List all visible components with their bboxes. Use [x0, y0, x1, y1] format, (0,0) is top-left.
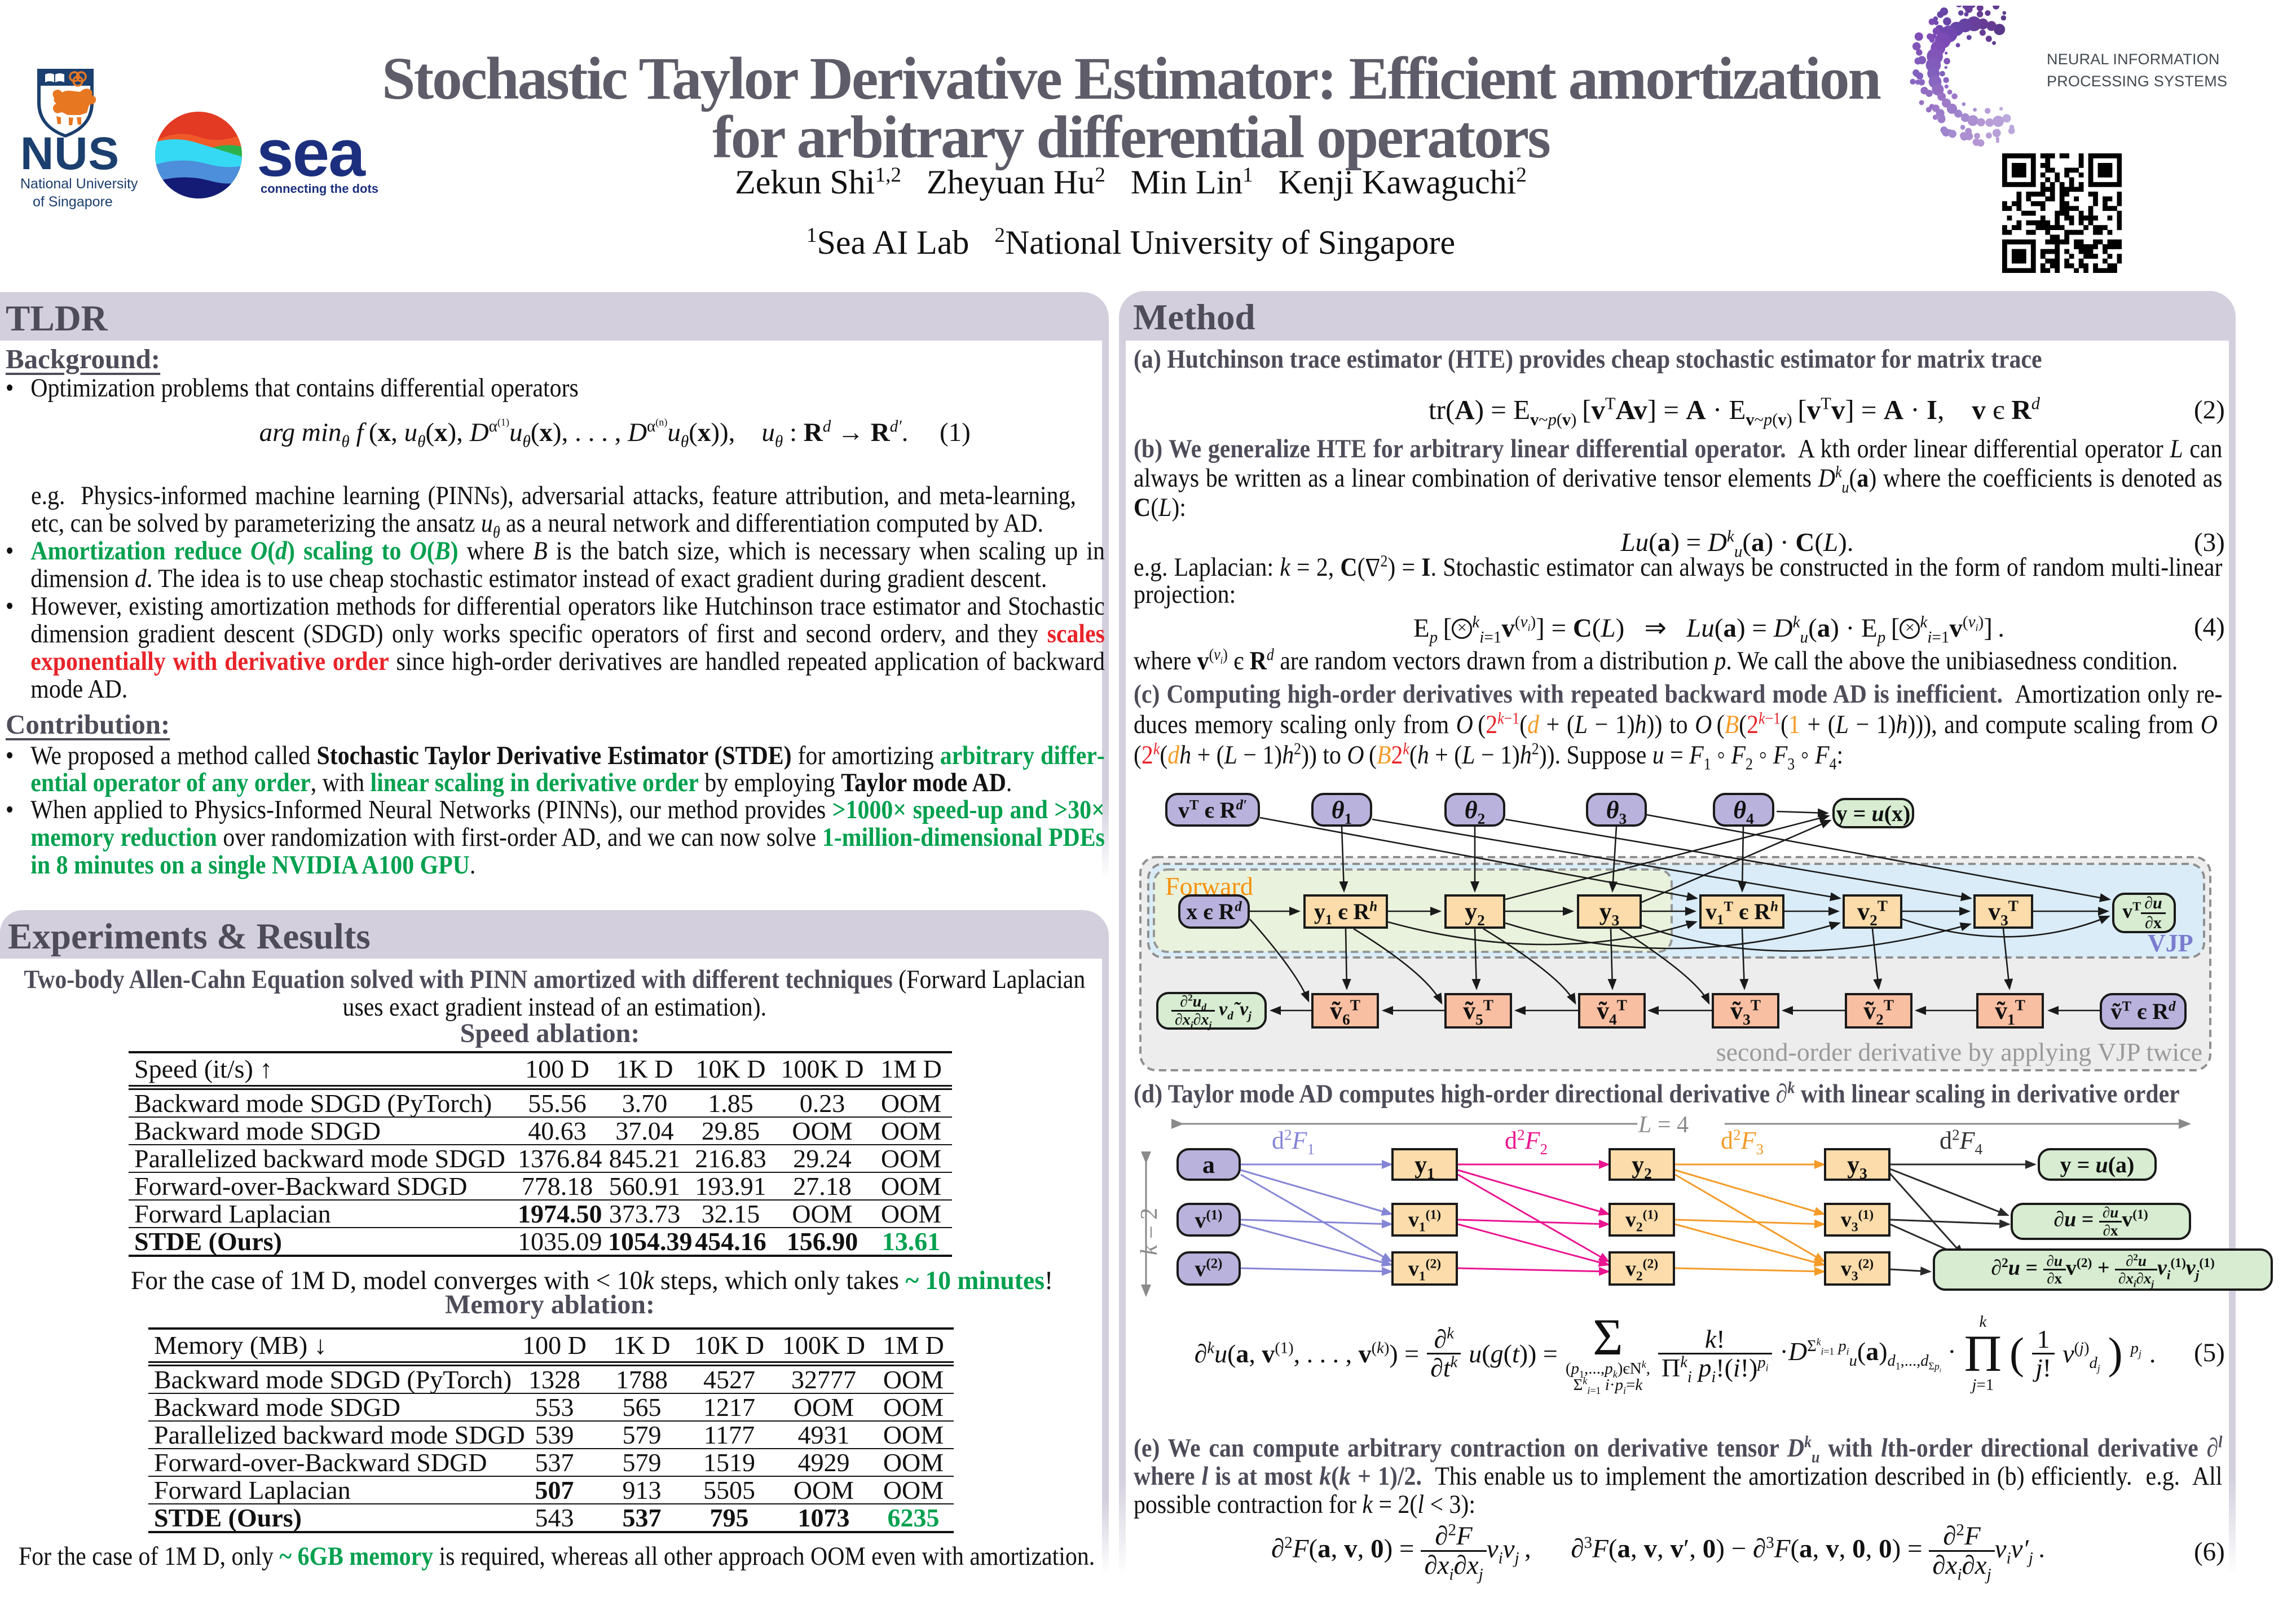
svg-text:connecting the dots: connecting the dots — [261, 182, 378, 196]
svg-text:National University: National University — [20, 176, 138, 192]
svg-text:sea: sea — [257, 116, 366, 191]
svg-text:of Singapore: of Singapore — [33, 194, 113, 210]
svg-text:NUS: NUS — [20, 128, 120, 179]
svg-text:PROCESSING SYSTEMS: PROCESSING SYSTEMS — [2047, 73, 2227, 90]
svg-text:NEURAL INFORMATION: NEURAL INFORMATION — [2047, 51, 2220, 68]
